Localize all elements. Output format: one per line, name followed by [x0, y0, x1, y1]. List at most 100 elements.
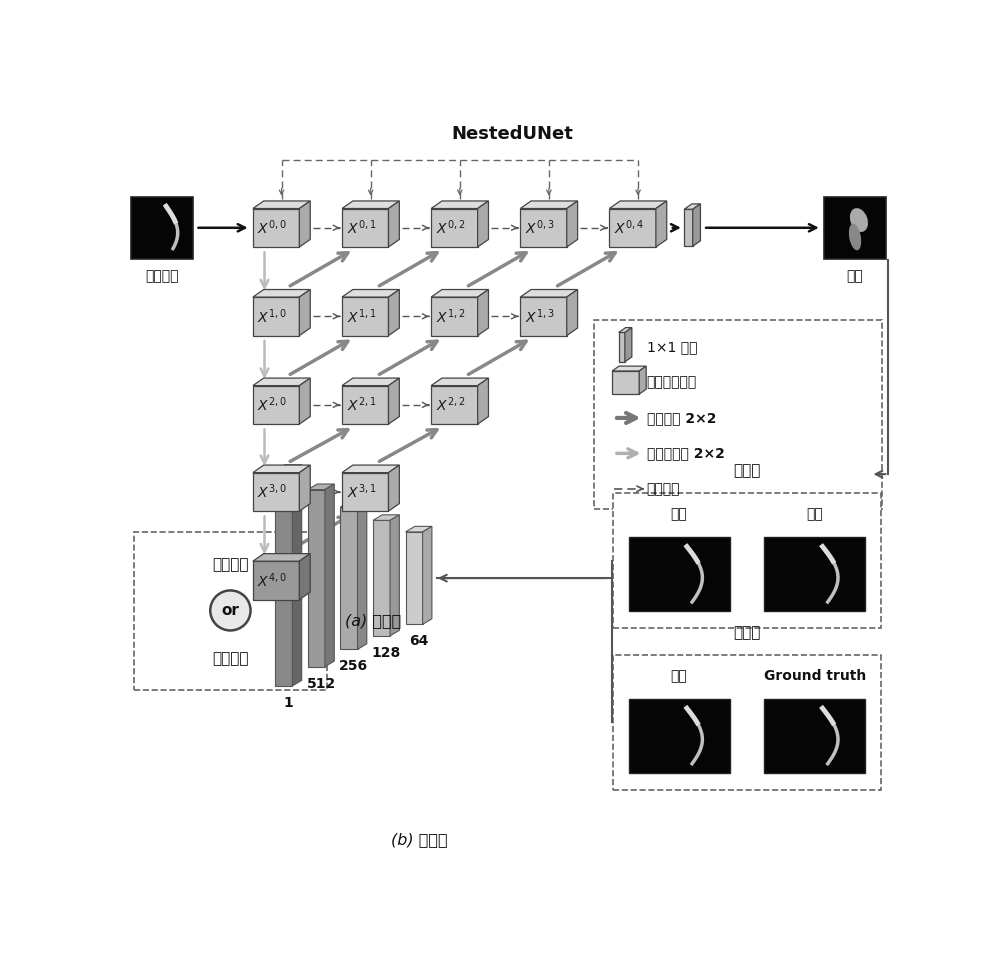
Text: $X^{1,1}$: $X^{1,1}$ [347, 307, 376, 325]
FancyBboxPatch shape [613, 494, 881, 628]
Polygon shape [275, 465, 302, 470]
Polygon shape [629, 699, 730, 773]
Polygon shape [388, 201, 399, 247]
Text: Ground truth: Ground truth [764, 669, 866, 683]
Text: 512: 512 [306, 677, 336, 691]
Polygon shape [308, 490, 325, 666]
Polygon shape [388, 465, 399, 511]
Polygon shape [431, 386, 478, 424]
Polygon shape [619, 332, 625, 361]
Text: 1: 1 [284, 695, 293, 710]
Polygon shape [299, 201, 310, 247]
Text: 输出: 输出 [806, 507, 823, 521]
Polygon shape [342, 465, 399, 472]
Polygon shape [764, 538, 865, 612]
Polygon shape [431, 378, 488, 386]
Polygon shape [325, 484, 334, 666]
Text: or: or [221, 603, 239, 618]
Polygon shape [390, 515, 399, 636]
Polygon shape [342, 297, 388, 336]
Text: 128: 128 [372, 646, 401, 659]
Text: $X^{0,0}$: $X^{0,0}$ [257, 218, 287, 237]
Polygon shape [431, 201, 488, 208]
Polygon shape [625, 327, 632, 361]
Text: $X^{1,2}$: $X^{1,2}$ [436, 307, 465, 325]
Text: 64: 64 [409, 634, 428, 649]
Polygon shape [629, 538, 730, 612]
Text: 1×1 卷积: 1×1 卷积 [647, 340, 697, 355]
Text: $X^{0,2}$: $X^{0,2}$ [436, 218, 465, 237]
Polygon shape [299, 289, 310, 336]
Polygon shape [292, 465, 302, 686]
Polygon shape [567, 201, 578, 247]
Polygon shape [520, 289, 578, 297]
Polygon shape [253, 289, 310, 297]
Text: 输入: 输入 [671, 507, 688, 521]
Ellipse shape [849, 224, 861, 250]
Polygon shape [299, 465, 310, 511]
Polygon shape [764, 699, 865, 773]
Polygon shape [520, 208, 567, 247]
Text: $X^{0,3}$: $X^{0,3}$ [525, 218, 554, 237]
Polygon shape [275, 470, 292, 686]
Polygon shape [656, 201, 667, 247]
Polygon shape [520, 201, 578, 208]
Polygon shape [406, 532, 423, 624]
Text: $X^{1,3}$: $X^{1,3}$ [525, 307, 554, 325]
Text: 256: 256 [339, 659, 368, 673]
Polygon shape [253, 378, 310, 386]
Polygon shape [253, 561, 299, 600]
Polygon shape [342, 201, 399, 208]
Polygon shape [388, 378, 399, 424]
Polygon shape [619, 327, 632, 332]
Circle shape [210, 590, 251, 630]
FancyBboxPatch shape [134, 532, 326, 690]
Polygon shape [478, 378, 488, 424]
Polygon shape [684, 204, 700, 209]
Polygon shape [520, 297, 567, 336]
Text: (b) 判别器: (b) 判别器 [391, 833, 448, 847]
Text: NestedUNet: NestedUNet [452, 125, 573, 143]
Polygon shape [639, 366, 646, 394]
Polygon shape [342, 386, 388, 424]
Polygon shape [253, 472, 299, 511]
Text: 生成图像: 生成图像 [212, 557, 249, 572]
Polygon shape [612, 366, 646, 371]
Text: 正样本: 正样本 [733, 624, 761, 640]
Text: 上采样层 2×2: 上采样层 2×2 [647, 411, 716, 425]
FancyBboxPatch shape [613, 656, 881, 790]
Polygon shape [373, 520, 390, 636]
Polygon shape [423, 526, 432, 624]
Polygon shape [342, 378, 399, 386]
Polygon shape [253, 201, 310, 208]
Text: $X^{3,0}$: $X^{3,0}$ [257, 482, 287, 502]
Polygon shape [131, 197, 193, 258]
Text: $X^{1,0}$: $X^{1,0}$ [257, 307, 287, 325]
Text: $X^{2,2}$: $X^{2,2}$ [436, 395, 465, 414]
Polygon shape [358, 502, 367, 650]
Polygon shape [684, 209, 693, 246]
Polygon shape [253, 386, 299, 424]
Text: 人工标注: 人工标注 [212, 652, 249, 666]
Text: $X^{0,1}$: $X^{0,1}$ [347, 218, 376, 237]
Text: $X^{2,0}$: $X^{2,0}$ [257, 395, 287, 414]
Polygon shape [253, 465, 310, 472]
Text: 负样本: 负样本 [733, 463, 761, 478]
Polygon shape [431, 297, 478, 336]
Polygon shape [340, 506, 358, 650]
Polygon shape [342, 289, 399, 297]
Text: 输入图像: 输入图像 [145, 270, 179, 283]
Text: 输入: 输入 [671, 669, 688, 683]
Text: $X^{4,0}$: $X^{4,0}$ [257, 571, 287, 589]
Text: $X^{0,4}$: $X^{0,4}$ [614, 218, 644, 237]
Text: (a) 生成器: (a) 生成器 [345, 613, 401, 628]
Polygon shape [406, 526, 432, 532]
Polygon shape [693, 204, 700, 246]
Text: 输出: 输出 [847, 270, 863, 283]
Polygon shape [308, 484, 334, 490]
Polygon shape [609, 201, 667, 208]
Text: $X^{3,1}$: $X^{3,1}$ [347, 482, 376, 502]
Polygon shape [342, 208, 388, 247]
Polygon shape [340, 502, 367, 506]
Polygon shape [478, 201, 488, 247]
